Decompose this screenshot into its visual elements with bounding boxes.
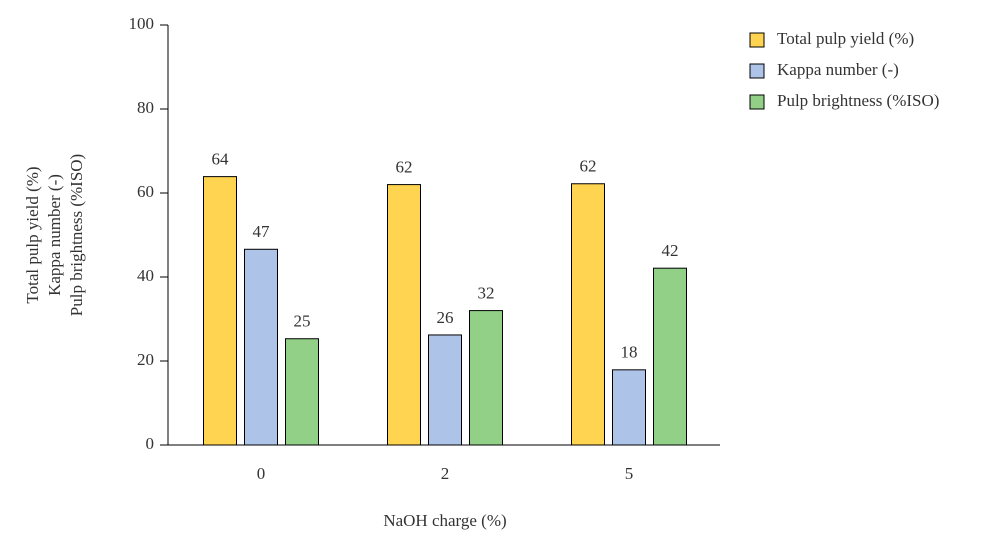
y-axis-label: Total pulp yield (%) Kappa number (-) Pu… (23, 154, 86, 316)
y-axis-label-line: Pulp brightness (%ISO) (67, 154, 86, 316)
data-label: 32 (478, 284, 495, 303)
data-label: 62 (396, 158, 413, 177)
y-tick-label: 40 (137, 266, 154, 285)
y-tick-label: 60 (137, 182, 154, 201)
data-label: 18 (621, 343, 638, 362)
x-axis-label: NaOH charge (%) (383, 511, 506, 530)
y-tick-label: 100 (129, 14, 155, 33)
data-label: 47 (253, 222, 271, 241)
x-tick-label: 0 (257, 464, 266, 483)
bar (612, 369, 646, 446)
bar (469, 310, 503, 446)
legend-label: Pulp brightness (%ISO) (777, 91, 939, 110)
bar (387, 184, 421, 446)
y-tick-label: 20 (137, 350, 154, 369)
legend-swatch (749, 32, 765, 48)
data-label: 26 (437, 308, 454, 327)
legend-swatch (749, 63, 765, 79)
legend-label: Kappa number (-) (777, 60, 899, 79)
bar (428, 334, 462, 446)
data-label: 62 (580, 157, 597, 176)
y-tick-label: 0 (146, 434, 155, 453)
x-tick-label: 5 (625, 464, 634, 483)
bar (285, 338, 319, 446)
bar (571, 183, 605, 446)
data-label: 42 (662, 241, 679, 260)
data-label: 64 (212, 150, 230, 169)
bar (203, 176, 237, 446)
legend-swatch (749, 94, 765, 110)
bar (653, 267, 687, 446)
y-axis-label-line: Kappa number (-) (45, 174, 64, 296)
legend-label: Total pulp yield (%) (777, 29, 914, 48)
bar (244, 248, 278, 446)
y-axis-label-line: Total pulp yield (%) (23, 166, 42, 303)
data-label: 25 (294, 312, 311, 331)
y-tick-label: 80 (137, 98, 154, 117)
x-tick-label: 2 (441, 464, 450, 483)
